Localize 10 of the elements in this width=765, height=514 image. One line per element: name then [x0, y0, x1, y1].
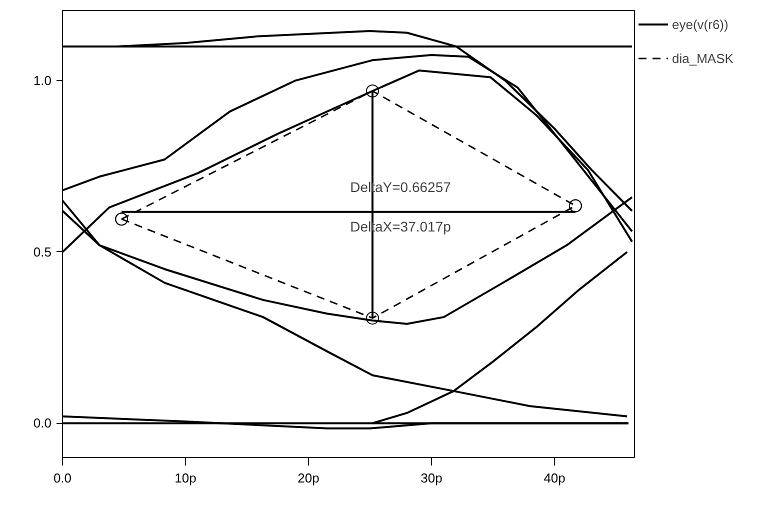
x-tick-label: 10p	[174, 470, 196, 486]
x-tick-label: 20p	[298, 470, 320, 486]
legend-label: eye(v(r6))	[672, 16, 728, 32]
y-tick-label: 0.5	[33, 244, 52, 260]
legend-label: dia_MASK	[672, 50, 734, 66]
x-tick-label: 40p	[544, 470, 566, 486]
x-tick-label: 30p	[420, 470, 442, 486]
x-tick-label: 0.0	[53, 470, 72, 486]
y-tick-label: 1.0	[33, 73, 52, 88]
y-tick-label: 0.0	[33, 416, 52, 431]
